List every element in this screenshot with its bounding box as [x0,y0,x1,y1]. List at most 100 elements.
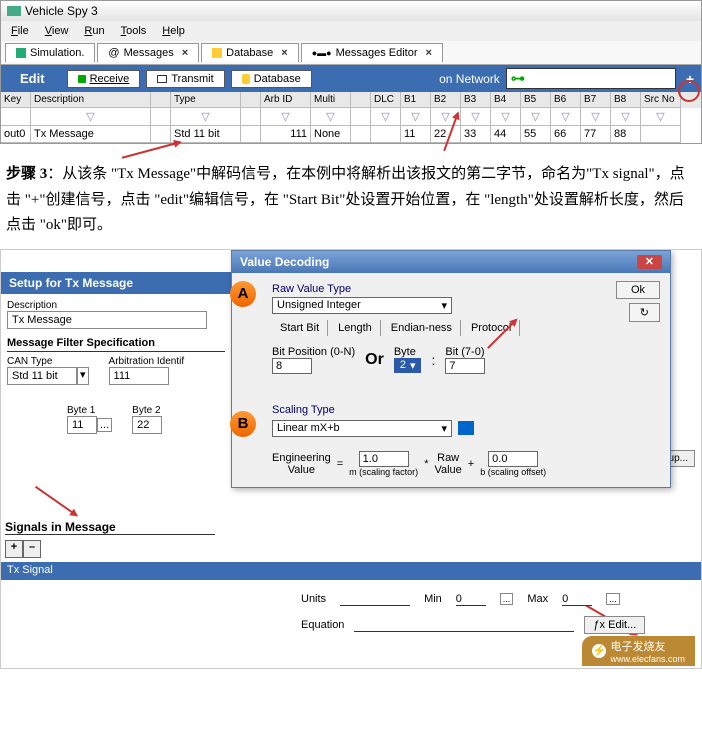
byte-value: 2 [400,359,406,372]
filter-icon[interactable]: ▽ [371,108,401,126]
close-button[interactable]: ✕ [637,255,662,269]
col-type: Type [171,92,241,108]
logo-icon: ⚡ [592,644,606,658]
bit70-input[interactable] [445,358,485,374]
ok-button[interactable]: Ok [616,281,660,299]
filter-icon[interactable]: ▽ [401,108,431,126]
rawtype-label: Raw Value Type [272,283,660,295]
menu-view[interactable]: View [39,23,75,39]
menu-run[interactable]: Run [78,23,110,39]
more-icon[interactable]: ... [97,418,112,432]
tab-length[interactable]: Length [330,320,381,336]
tab-simulation[interactable]: Simulation. [5,43,95,62]
edit-button[interactable]: Edit [4,69,61,88]
filter-icon[interactable]: ▽ [311,108,351,126]
brand-name: 电子发烧友 [610,638,685,654]
byte-select[interactable]: 2▾ [394,358,422,373]
main-window: Vehicle Spy 3 File View Run Tools Help S… [0,0,702,144]
cantype-input[interactable] [7,367,77,385]
byte1-input[interactable] [67,416,97,434]
menu-help[interactable]: Help [156,23,191,39]
max-input[interactable] [562,593,592,606]
col-b8: B8 [611,92,641,108]
add-signal-button[interactable]: + [5,540,23,558]
tab-endian[interactable]: Endian-ness [383,320,461,336]
bit70-label: Bit (7-0) [445,346,485,358]
signal-row[interactable]: Tx Signal [1,562,701,580]
m-sublabel: m (scaling factor) [349,467,418,477]
menu-tools[interactable]: Tools [115,23,153,39]
col-b4: B4 [491,92,521,108]
tab-close-icon[interactable]: × [426,47,432,59]
filter-icon[interactable]: ▽ [171,108,241,126]
units-row: Units Min ... Max ... [301,593,691,606]
network-label: on Network [439,72,500,86]
tab-database[interactable]: Database × [201,43,299,62]
grid-row[interactable]: out0 Tx Message Std 11 bit 111 None 11 2… [1,126,701,143]
network-select[interactable]: ⊶HS CAN ▾ [506,68,676,89]
equation-row: Equation ƒx Edit... [301,616,691,634]
filter-icon[interactable]: ▽ [581,108,611,126]
dropdown-icon: ▾ [664,70,671,87]
filter-icon[interactable]: ▽ [521,108,551,126]
eng-label1: Engineering [272,452,331,464]
transmit-icon [157,75,167,83]
scaletype-select[interactable]: Linear mX+b▾ [272,420,452,437]
annotation-circle [678,80,700,102]
more-icon[interactable]: ... [606,593,620,605]
dialog-titlebar: Value Decoding ✕ [232,251,670,273]
byte2-input[interactable] [132,416,162,434]
receive-button[interactable]: Receive [67,70,141,88]
filter-icon[interactable]: ▽ [641,108,681,126]
units-input[interactable] [340,593,410,606]
tab-editor[interactable]: ●▬● Messages Editor × [301,43,443,62]
cell-key: out0 [1,126,31,143]
remove-signal-button[interactable]: – [23,540,41,558]
max-label: Max [527,593,548,605]
setup-body: Description Message Filter Specification… [1,294,231,440]
equation-field[interactable] [354,618,574,632]
tab-database-label: Database [226,47,273,59]
tab-messages[interactable]: @ Messages × [97,43,199,62]
scaling-section: Scaling Type Linear mX+b▾ Engineering Va… [272,404,660,477]
titlebar: Vehicle Spy 3 [1,1,701,21]
bitpos-input[interactable] [272,358,312,374]
tab-close-icon[interactable]: × [281,47,287,59]
min-input[interactable] [456,593,486,606]
brand-url: www.elecfans.com [610,654,685,664]
cell-b3: 33 [461,126,491,143]
arb-input[interactable] [109,367,169,385]
calculator-icon[interactable] [458,421,474,435]
desc-input[interactable] [7,311,207,329]
rawtype-value: Unsigned Integer [277,299,361,312]
bitpos-label: Bit Position (0-N) [272,346,355,358]
marker-b: B [230,411,256,437]
cell-desc: Tx Message [31,126,151,143]
cell-b1: 11 [401,126,431,143]
db-icon [212,48,222,58]
filter-icon[interactable]: ▽ [491,108,521,126]
tab-close-icon[interactable]: × [182,47,188,59]
dropdown-icon[interactable]: ▾ [77,367,89,385]
database-button[interactable]: Database [231,70,312,88]
transmit-button[interactable]: Transmit [146,70,224,88]
sim-icon [16,48,26,58]
filter-icon[interactable]: ▽ [551,108,581,126]
m-input[interactable] [359,451,409,467]
bit-position-row: Bit Position (0-N) Or Byte 2▾ : Bit (7-0… [272,346,660,374]
filter-icon[interactable]: ▽ [611,108,641,126]
col-arbid: Arb ID [261,92,311,108]
grid-header: Key Description Type Arb ID Multi DLC B1… [1,92,701,108]
b-input[interactable] [488,451,538,467]
more-icon[interactable]: ... [500,593,514,605]
signals-heading: Signals in Message [5,520,215,535]
edit-equation-button[interactable]: ƒx Edit... [584,616,645,634]
rawtype-select[interactable]: Unsigned Integer▾ [272,297,452,314]
filter-icon[interactable]: ▽ [31,108,151,126]
tab-editor-label: Messages Editor [336,47,418,59]
undo-button[interactable]: ↻ [629,303,660,322]
menu-file[interactable]: File [5,23,35,39]
filter-icon[interactable]: ▽ [261,108,311,126]
tab-startbit[interactable]: Start Bit [272,320,328,336]
filter-icon[interactable]: ▽ [461,108,491,126]
